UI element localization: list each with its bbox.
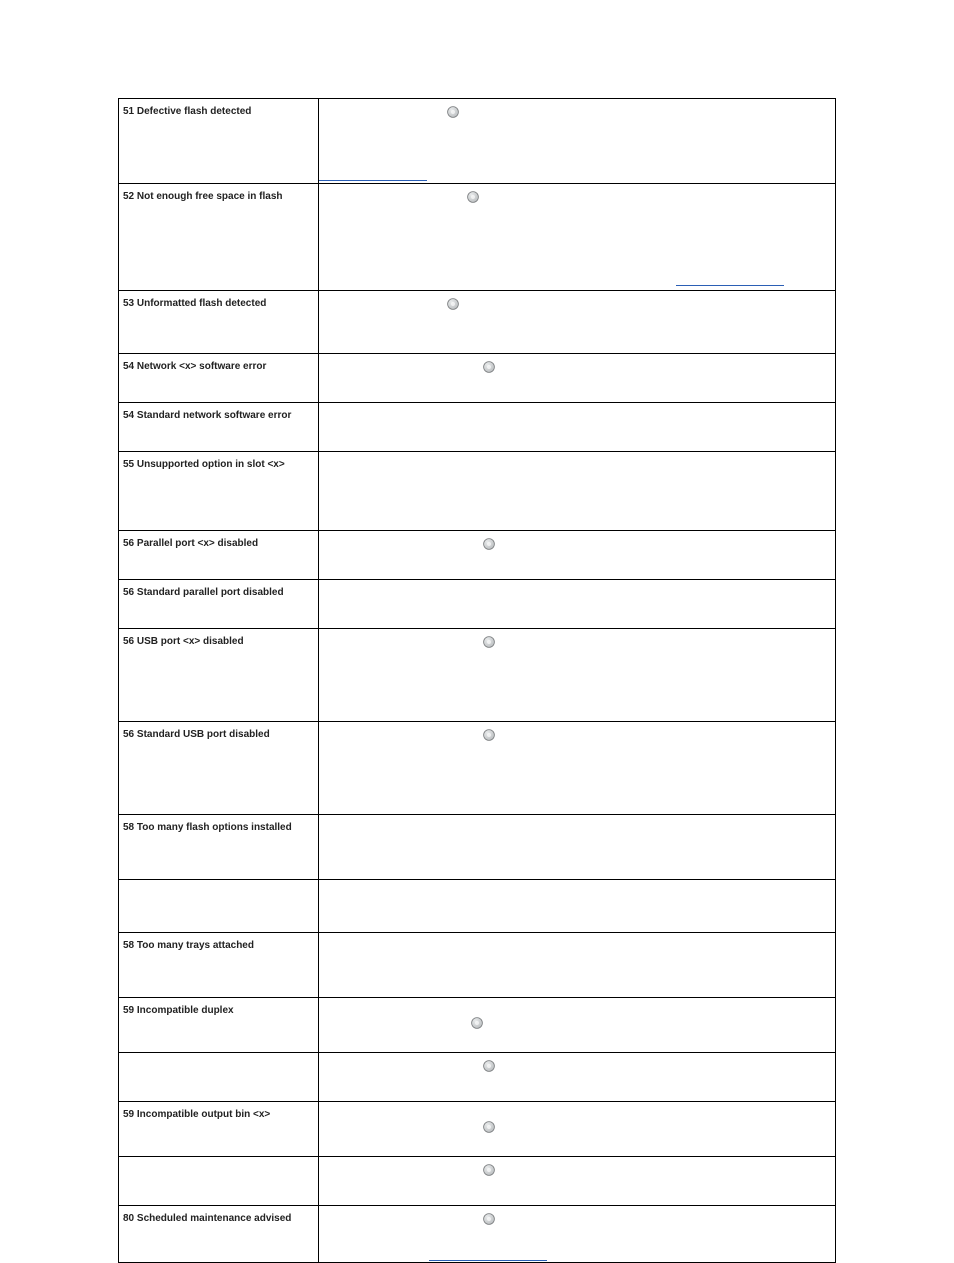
note-icon	[467, 191, 479, 203]
error-code-label: 56 USB port <x> disabled	[119, 629, 319, 722]
table-row: 58 Too many flash options installed	[119, 815, 836, 880]
table-row: 51 Defective flash detected	[119, 99, 836, 184]
error-code-label: 56 Parallel port <x> disabled	[119, 531, 319, 580]
table-row: 55 Unsupported option in slot <x>	[119, 452, 836, 531]
error-code-info	[319, 1157, 836, 1206]
note-icon	[483, 1213, 495, 1225]
error-code-label: 58 Too many flash options installed	[119, 815, 319, 880]
error-code-info	[319, 629, 836, 722]
error-code-info	[319, 933, 836, 998]
error-code-label: 54 Standard network software error	[119, 403, 319, 452]
error-code-info	[319, 998, 836, 1053]
error-code-info	[319, 580, 836, 629]
error-code-label	[119, 1157, 319, 1206]
note-icon	[483, 538, 495, 550]
error-codes-table: 51 Defective flash detected 52 Not enoug…	[118, 98, 836, 1263]
table-row: 59 Incompatible duplex	[119, 998, 836, 1053]
error-code-label: 80 Scheduled maintenance advised	[119, 1206, 319, 1263]
error-code-label: 59 Incompatible duplex	[119, 998, 319, 1053]
note-icon	[471, 1017, 483, 1029]
table-row	[119, 880, 836, 933]
error-code-info	[319, 880, 836, 933]
reference-link[interactable]	[429, 1260, 547, 1261]
table-row: 56 Standard parallel port disabled	[119, 580, 836, 629]
error-code-info	[319, 184, 836, 291]
error-code-info	[319, 1102, 836, 1157]
note-icon	[483, 1060, 495, 1072]
error-code-label: 54 Network <x> software error	[119, 354, 319, 403]
table-row: 58 Too many trays attached	[119, 933, 836, 998]
note-icon	[483, 1121, 495, 1133]
error-code-info	[319, 722, 836, 815]
table-row	[119, 1053, 836, 1102]
error-code-info	[319, 99, 836, 184]
note-icon	[483, 361, 495, 373]
error-code-label: 52 Not enough free space in flash	[119, 184, 319, 291]
reference-link[interactable]	[676, 285, 784, 286]
error-code-label: 51 Defective flash detected	[119, 99, 319, 184]
document-page: 51 Defective flash detected 52 Not enoug…	[0, 0, 954, 1235]
reference-link[interactable]	[319, 180, 427, 181]
table-row: 54 Network <x> software error	[119, 354, 836, 403]
error-code-info	[319, 1053, 836, 1102]
table-row: 80 Scheduled maintenance advised	[119, 1206, 836, 1263]
error-code-info	[319, 291, 836, 354]
table-row: 52 Not enough free space in flash	[119, 184, 836, 291]
error-code-label: 58 Too many trays attached	[119, 933, 319, 998]
note-icon	[483, 636, 495, 648]
error-code-label: 53 Unformatted flash detected	[119, 291, 319, 354]
error-code-label: 56 Standard parallel port disabled	[119, 580, 319, 629]
note-icon	[447, 298, 459, 310]
note-icon	[483, 729, 495, 741]
table-row: 56 Parallel port <x> disabled	[119, 531, 836, 580]
table-row	[119, 1157, 836, 1206]
error-code-info	[319, 1206, 836, 1263]
error-code-label: 56 Standard USB port disabled	[119, 722, 319, 815]
table-row: 54 Standard network software error	[119, 403, 836, 452]
table-row: 56 Standard USB port disabled	[119, 722, 836, 815]
error-code-info	[319, 354, 836, 403]
error-code-info	[319, 452, 836, 531]
table-row: 56 USB port <x> disabled	[119, 629, 836, 722]
error-code-info	[319, 531, 836, 580]
error-code-label: 59 Incompatible output bin <x>	[119, 1102, 319, 1157]
error-code-label	[119, 1053, 319, 1102]
error-code-info	[319, 403, 836, 452]
note-icon	[447, 106, 459, 118]
error-code-label: 55 Unsupported option in slot <x>	[119, 452, 319, 531]
error-code-label	[119, 880, 319, 933]
table-row: 59 Incompatible output bin <x>	[119, 1102, 836, 1157]
error-code-info	[319, 815, 836, 880]
table-row: 53 Unformatted flash detected	[119, 291, 836, 354]
note-icon	[483, 1164, 495, 1176]
